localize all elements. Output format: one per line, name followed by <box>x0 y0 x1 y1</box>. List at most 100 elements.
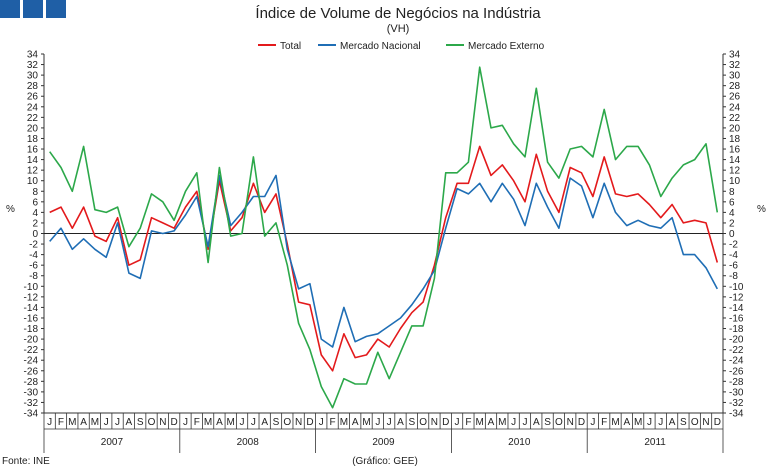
year-label: 2011 <box>644 437 666 448</box>
month-label: J <box>511 417 516 428</box>
month-label: F <box>330 417 336 428</box>
month-label: J <box>658 417 663 428</box>
y-tick-label-left: -10 <box>24 282 39 293</box>
month-label: D <box>578 417 585 428</box>
y-tick-label-right: 4 <box>729 208 735 219</box>
y-tick-label-left: 28 <box>27 81 39 92</box>
y-tick-label-right: 8 <box>729 187 735 198</box>
y-tick-label-right: -16 <box>729 313 744 324</box>
plot-area: -34 -34-32 -32-30 -30-28 -28-26 -26-24 -24-22-… <box>24 50 744 453</box>
y-tick-label-left: -14 <box>24 303 39 314</box>
month-label: J <box>47 417 52 428</box>
y-tick-label-left: 20 <box>27 123 39 134</box>
y-tick-label-left: 6 <box>32 197 38 208</box>
y-tick-label-right: -4 <box>729 250 738 261</box>
month-label: A <box>261 417 268 428</box>
y-tick-label-right: -34 <box>729 409 744 420</box>
month-label: J <box>590 417 595 428</box>
y-tick-label-left: 0 <box>32 229 38 240</box>
month-label: A <box>669 417 676 428</box>
month-label: S <box>273 417 280 428</box>
y-tick-label-left: 34 <box>27 50 39 61</box>
y-tick-label-right: -12 <box>729 292 744 303</box>
month-label: A <box>126 417 133 428</box>
y-tick-label-right: 22 <box>729 113 741 124</box>
y-tick-label-left: 30 <box>27 71 39 82</box>
y-tick-label-right: 10 <box>729 176 741 187</box>
y-tick-label-left: -16 <box>24 313 39 324</box>
y-tick-label-right: 14 <box>729 155 741 166</box>
month-label: D <box>714 417 721 428</box>
y-tick-label-right: -30 <box>729 387 744 398</box>
month-label: N <box>702 417 709 428</box>
year-label: 2009 <box>372 437 395 448</box>
y-tick-label-right: -10 <box>729 282 744 293</box>
month-label: M <box>227 417 235 428</box>
month-label: A <box>216 417 223 428</box>
y-tick-label-left: -8 <box>29 271 38 282</box>
month-label: S <box>544 417 551 428</box>
y-tick-label-left: 16 <box>27 145 39 156</box>
month-label: M <box>476 417 484 428</box>
y-tick-label-left: -26 <box>24 366 39 377</box>
month-label: J <box>375 417 380 428</box>
y-tick-label-right: 18 <box>729 134 741 145</box>
y-tick-label-right: 34 <box>729 50 741 61</box>
month-label: J <box>240 417 245 428</box>
month-label: M <box>91 417 99 428</box>
y-tick-label-left: -22 <box>24 345 39 356</box>
y-tick-label-right: 6 <box>729 197 735 208</box>
y-tick-label-left: -4 <box>29 250 38 261</box>
y-tick-label-left: 14 <box>27 155 39 166</box>
month-label: A <box>397 417 404 428</box>
y-tick-label-left: -6 <box>29 261 38 272</box>
chart-subtitle: (VH) <box>387 23 410 35</box>
y-tick-label-left: -20 <box>24 335 39 346</box>
month-label: J <box>522 417 527 428</box>
month-label: M <box>68 417 76 428</box>
month-label: S <box>137 417 144 428</box>
month-label: O <box>283 417 291 428</box>
y-tick-label-left: -12 <box>24 292 39 303</box>
month-label: F <box>465 417 471 428</box>
month-label: N <box>567 417 574 428</box>
month-label: S <box>408 417 415 428</box>
y-tick-label-right: 28 <box>729 81 741 92</box>
y-tick-label-right: -32 <box>729 398 744 409</box>
legend-label: Mercado Externo <box>468 41 545 52</box>
y-tick-label-right: -18 <box>729 324 744 335</box>
month-label: O <box>419 417 427 428</box>
month-label: M <box>498 417 506 428</box>
y-tick-label-left: 32 <box>27 60 39 71</box>
y-tick-label-right: -28 <box>729 377 744 388</box>
series-line-mercado-nacional <box>49 174 719 348</box>
y-tick-label-right: -14 <box>729 303 744 314</box>
month-label: S <box>680 417 687 428</box>
y-tick-label-left: 10 <box>27 176 39 187</box>
logo-square <box>23 0 43 18</box>
month-label: D <box>171 417 178 428</box>
month-label: A <box>80 417 87 428</box>
y-tick-label-left: 18 <box>27 134 39 145</box>
month-label: J <box>251 417 256 428</box>
y-tick-label-left: 4 <box>32 208 38 219</box>
series-layer <box>49 66 719 409</box>
y-tick-label-right: 26 <box>729 92 741 103</box>
y-tick-label-right: -26 <box>729 366 744 377</box>
month-label: M <box>362 417 370 428</box>
month-label: A <box>533 417 540 428</box>
month-label: F <box>58 417 64 428</box>
y-tick-label-left: -30 <box>24 387 39 398</box>
y-tick-label-right: -8 <box>729 271 738 282</box>
month-label: J <box>455 417 460 428</box>
y-tick-label-left: 12 <box>27 166 39 177</box>
y-tick-label-right: 16 <box>729 145 741 156</box>
year-label: 2010 <box>508 437 531 448</box>
month-label: M <box>204 417 212 428</box>
logo <box>0 0 66 18</box>
y-tick-label-left: 8 <box>32 187 38 198</box>
y-tick-label-right: 30 <box>729 71 741 82</box>
y-tick-label-right: -20 <box>729 335 744 346</box>
y-tick-label-left: 2 <box>32 218 38 229</box>
